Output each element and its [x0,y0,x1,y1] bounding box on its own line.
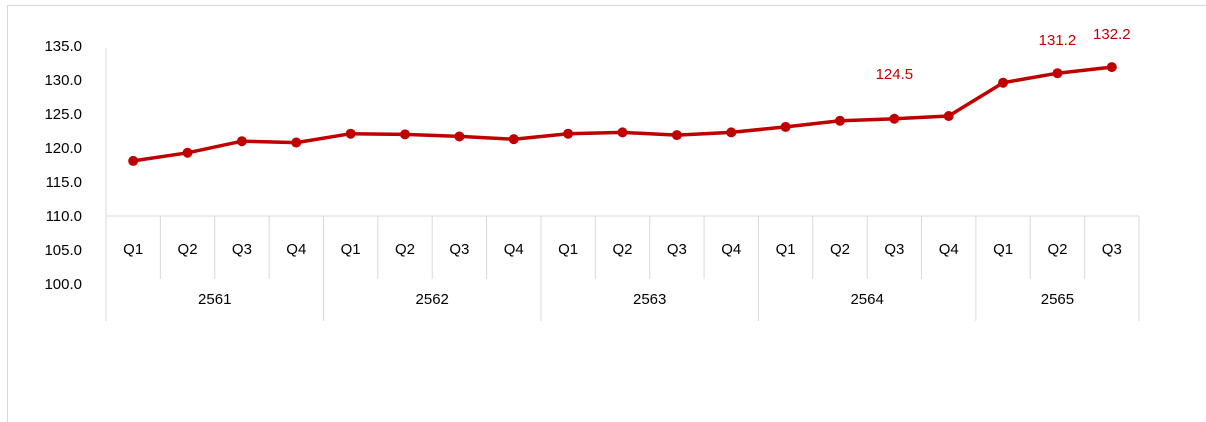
data-point [998,77,1009,88]
y-axis: 100.0 105.0 110.0 115.0 120.0 125.0 130.0 135.0 [44,38,107,293]
x-tick-label-quarter: Q3 [232,241,252,258]
x-tick-label-quarter: Q2 [178,241,198,258]
data-point [182,147,193,158]
data-label: 131.2 [1039,32,1077,49]
x-tick-label-quarter: Q4 [504,241,524,258]
x-tick-label-quarter: Q4 [286,241,306,258]
data-label: 132.2 [1093,26,1131,43]
y-tick-label: 115.0 [46,174,82,191]
data-labels: 124.5 131.2 132.2 [876,26,1131,83]
chart-frame [7,5,1206,422]
y-tick-label: 120.0 [44,140,82,157]
data-point [128,155,139,166]
data-point [1052,68,1063,79]
x-tick-label-year: 2561 [198,291,231,308]
x-tick-label-year: 2565 [1041,291,1074,308]
x-tick-label-quarter: Q1 [123,241,143,258]
x-tick-label-quarter: Q3 [884,241,904,258]
data-point [236,136,247,147]
x-tick-label-quarter: Q2 [1047,241,1067,258]
y-tick-label: 130.0 [44,72,82,89]
data-point [726,127,737,138]
x-tick-label-quarter: Q1 [993,241,1013,258]
x-tick-label-quarter: Q4 [939,241,959,258]
x-tick-label-quarter: Q3 [449,241,469,258]
x-tick-label-quarter: Q2 [830,241,850,258]
x-tick-label-year: 2564 [850,291,883,308]
data-point [1106,62,1117,73]
data-label: 124.5 [876,66,914,83]
x-tick-label-quarter: Q1 [341,241,361,258]
series-path [131,65,1114,163]
data-point [889,113,900,124]
x-tick-label-quarter: Q3 [667,241,687,258]
data-point [291,137,302,148]
x-tick-label-quarter: Q1 [776,241,796,258]
data-point [671,130,682,141]
x-tick-label-year: 2563 [633,291,666,308]
data-point [617,127,628,138]
y-tick-label: 125.0 [44,106,82,123]
x-axis: Q1 Q2 Q3 Q4 2561 Q1 Q2 Q3 Q4 2562 Q1 Q2 Q3 Q4 2563 Q1 Q2… [105,215,1140,321]
x-tick-label-quarter: Q2 [612,241,632,258]
data-point [508,134,519,145]
data-point [400,129,411,140]
x-tick-label-quarter: Q4 [721,241,741,258]
y-tick-label: 135.0 [44,38,82,55]
data-point [943,111,954,122]
data-point [454,131,465,142]
y-tick-label: 100.0 [44,276,82,293]
data-point [780,121,791,132]
x-tick-label-quarter: Q2 [395,241,415,258]
y-tick-label: 105.0 [44,242,82,259]
series-line [128,62,1117,166]
x-tick-label-year: 2562 [416,291,449,308]
data-point [563,128,574,139]
x-tick-label-quarter: Q3 [1102,241,1122,258]
x-tick-label-quarter: Q1 [558,241,578,258]
y-tick-label: 110.0 [46,208,82,225]
data-point [834,115,845,126]
data-point [345,128,356,139]
